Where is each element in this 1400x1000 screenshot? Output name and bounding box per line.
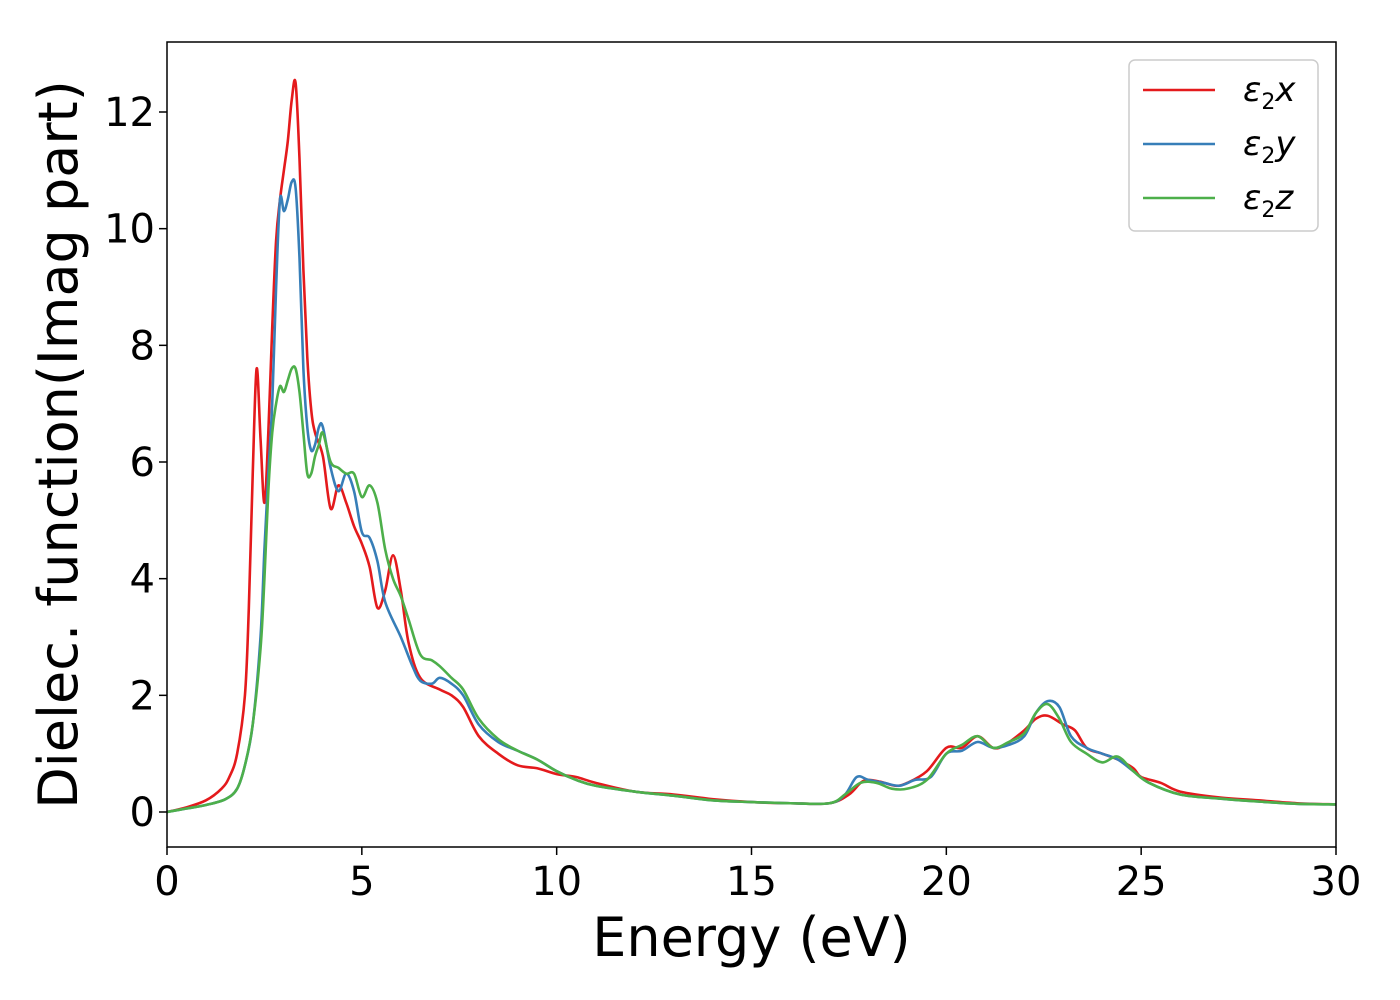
ticks-layer: 0 5 10 15 20 25 30 0 2 4 6 8 10 12 [104, 90, 1361, 905]
series-layer [167, 78, 1336, 814]
y-tick-label: 2 [130, 673, 155, 719]
x-tick-label: 10 [531, 859, 582, 905]
x-tick-label: 15 [726, 859, 777, 905]
y-tick-label: 0 [130, 790, 155, 836]
series-line-z [167, 365, 1336, 814]
series-line-x [167, 78, 1336, 814]
x-tick-label: 30 [1311, 859, 1362, 905]
y-tick-label: 4 [130, 557, 155, 603]
y-tick-label: 10 [104, 207, 155, 253]
x-tick-label: 0 [154, 859, 179, 905]
x-tick-label: 20 [921, 859, 972, 905]
y-axis-label: Dielec. function(Imag part) [27, 80, 90, 809]
y-tick-label: 6 [130, 440, 155, 486]
x-axis-label: Energy (eV) [592, 906, 911, 969]
legend-label-x: ε2x [1243, 70, 1296, 115]
x-tick-label: 5 [349, 859, 374, 905]
series-line-y [167, 178, 1336, 814]
legend: ε2x ε2y ε2z [1128, 59, 1319, 232]
x-tick-label: 25 [1116, 859, 1167, 905]
legend-box [1128, 59, 1319, 232]
legend-label-z: ε2z [1243, 178, 1294, 223]
y-tick-label: 12 [104, 90, 155, 136]
legend-label-y: ε2y [1243, 124, 1296, 169]
y-tick-label: 8 [130, 323, 155, 369]
